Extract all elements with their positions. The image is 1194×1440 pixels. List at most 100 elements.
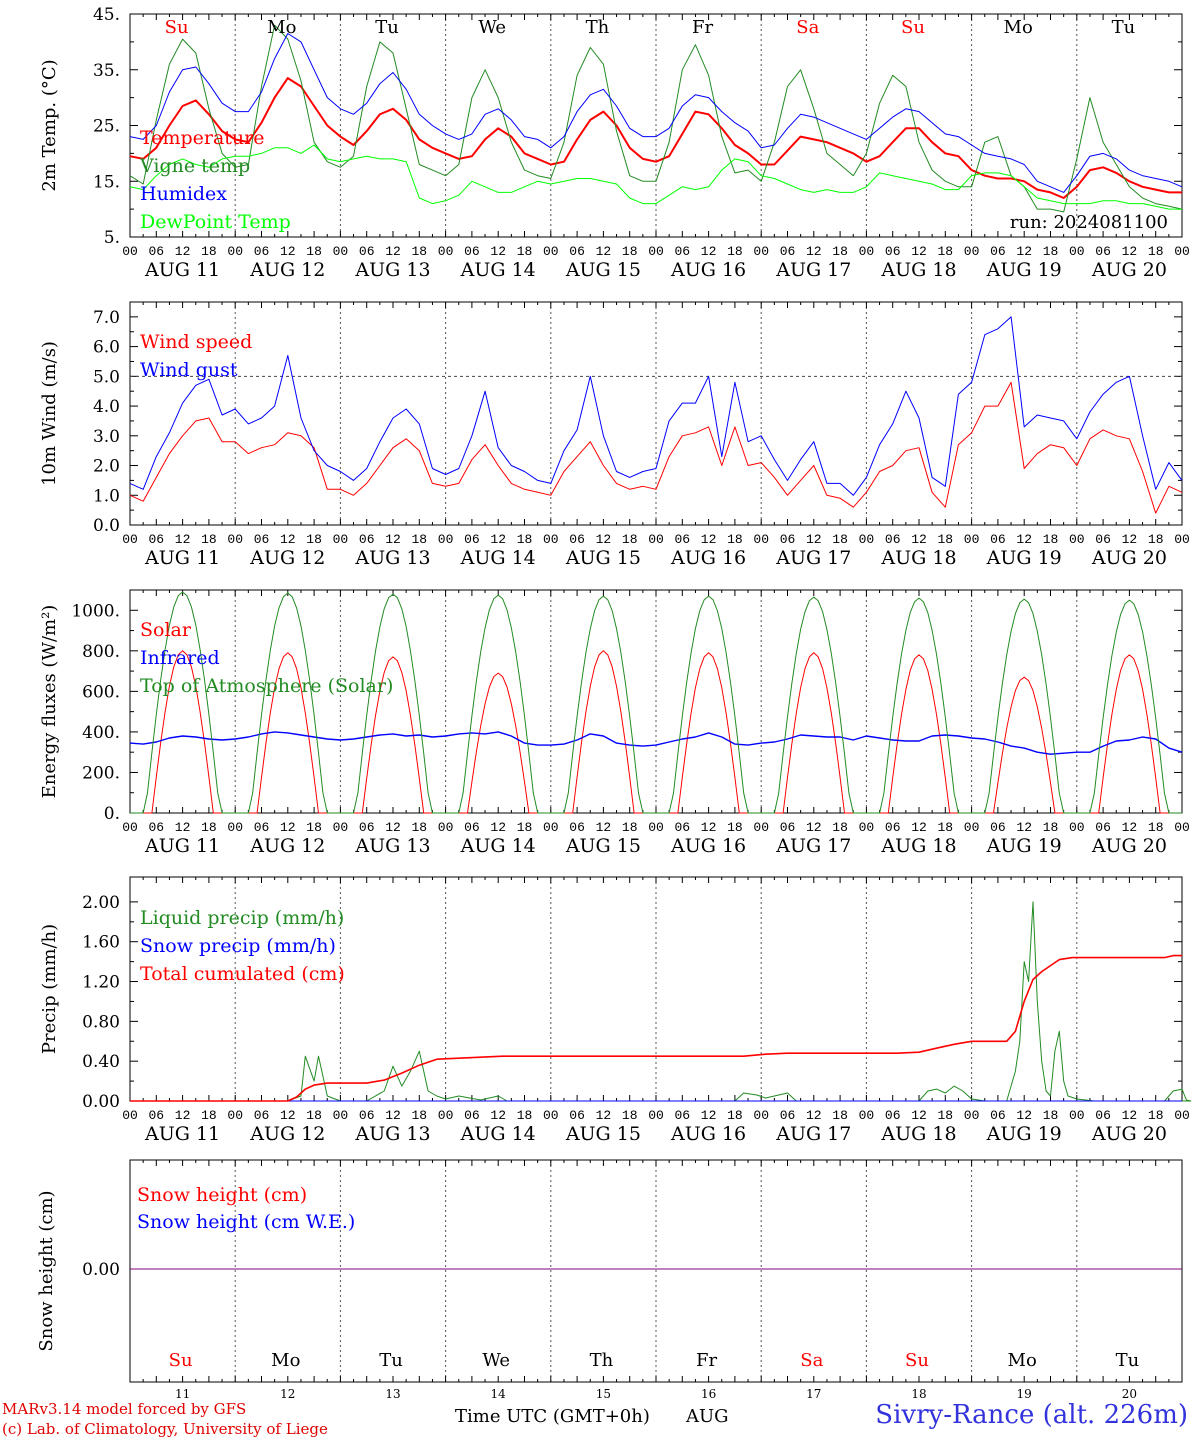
hour-tick-label: 18 (201, 244, 217, 259)
date-label: AUG 14 (460, 835, 536, 857)
hour-tick-label: 18 (622, 820, 638, 835)
hour-tick-label: 18 (201, 820, 217, 835)
date-label: AUG 11 (144, 259, 220, 281)
y-tick-label: 0.00 (82, 1260, 120, 1280)
hour-tick-label: 00 (648, 244, 664, 259)
y-tick-label: 3.0 (93, 427, 120, 447)
date-label: AUG 15 (565, 259, 641, 281)
date-label: AUG 18 (880, 1123, 956, 1145)
hour-tick-label: 06 (885, 244, 901, 259)
hour-tick-label: 06 (569, 820, 585, 835)
hour-tick-label: 18 (727, 1108, 743, 1123)
series-total-cumulated-cm- (130, 954, 1182, 1102)
hour-tick-label: 06 (359, 244, 375, 259)
hour-tick-label: 00 (227, 532, 243, 547)
y-axis-label: 10m Wind (m/s) (39, 341, 60, 486)
y-tick-label: 800. (82, 642, 120, 662)
hour-tick-label: 12 (911, 244, 927, 259)
hour-tick-label: 00 (543, 1108, 559, 1123)
date-label: AUG 11 (144, 547, 220, 569)
date-label: AUG 18 (880, 547, 956, 569)
legend-entry: Infrared (140, 647, 220, 669)
date-label: AUG 19 (986, 547, 1062, 569)
y-tick-label: 200. (82, 763, 120, 783)
hour-tick-label: 12 (806, 244, 822, 259)
hour-tick-label: 00 (438, 1108, 454, 1123)
hour-tick-label: 18 (622, 532, 638, 547)
hour-tick-label: 18 (411, 1108, 427, 1123)
hour-tick-label: 12 (596, 1108, 612, 1123)
y-tick-label: 1.60 (82, 933, 120, 953)
hour-tick-label: 06 (885, 820, 901, 835)
weekday-label: We (478, 17, 506, 38)
hour-tick-label: 00 (333, 244, 349, 259)
series-wind-gust (129, 316, 1183, 496)
hour-tick-label: 06 (990, 820, 1006, 835)
y-tick-label: 1.20 (82, 973, 120, 993)
hour-tick-label: 12 (1122, 532, 1138, 547)
date-label: AUG 20 (1091, 835, 1167, 857)
hour-tick-label: 18 (1043, 532, 1059, 547)
hour-tick-label: 06 (885, 1108, 901, 1123)
hour-tick-label: 18 (411, 532, 427, 547)
hour-tick-label: 18 (727, 244, 743, 259)
hour-tick-label: 06 (1095, 244, 1111, 259)
hour-tick-label: 06 (1095, 820, 1111, 835)
hour-tick-label: 00 (1069, 244, 1085, 259)
hour-tick-label: 06 (464, 532, 480, 547)
weekday-label: Su (901, 17, 925, 38)
hour-tick-label: 18 (622, 1108, 638, 1123)
hour-tick-label: 12 (596, 820, 612, 835)
y-tick-label: 6.0 (93, 338, 120, 358)
y-tick-label: 0.40 (82, 1052, 120, 1072)
y-axis-label: Precip (mm/h) (39, 924, 60, 1054)
date-label: AUG 14 (460, 547, 536, 569)
y-tick-label: 5.0 (93, 367, 120, 387)
date-label: AUG 15 (565, 1123, 641, 1145)
hour-tick-label: 12 (175, 1108, 191, 1123)
hour-tick-label: 00 (227, 820, 243, 835)
hour-tick-label: 00 (438, 244, 454, 259)
y-tick-label: 4.0 (93, 397, 120, 417)
date-label: AUG 12 (249, 1123, 325, 1145)
date-label: AUG 13 (354, 547, 430, 569)
y-axis-label: Energy fluxes (W/m²) (39, 605, 60, 799)
date-label: AUG 12 (249, 547, 325, 569)
hour-tick-label: 18 (832, 1108, 848, 1123)
hour-tick-label: 06 (885, 532, 901, 547)
weekday-label: Su (165, 17, 189, 38)
legend-entry: Total cumulated (cm) (140, 963, 345, 985)
hour-tick-label: 00 (1174, 1108, 1190, 1123)
y-tick-label: 35. (93, 61, 120, 81)
hour-tick-label: 00 (227, 244, 243, 259)
weekday-label: Sa (796, 17, 819, 38)
date-label: AUG 19 (986, 835, 1062, 857)
hour-tick-label: 00 (1174, 244, 1190, 259)
legend-entry: Top of Atmosphere (Solar) (140, 675, 393, 697)
date-label: AUG 17 (775, 259, 851, 281)
hour-tick-label: 12 (280, 532, 296, 547)
legend-entry: Vigne temp (139, 155, 250, 177)
hour-tick-label: 00 (333, 1108, 349, 1123)
date-label: AUG 20 (1091, 1123, 1167, 1145)
hour-tick-label: 12 (175, 820, 191, 835)
hour-tick-label: 12 (490, 1108, 506, 1123)
hour-tick-label: 12 (701, 820, 717, 835)
hour-tick-label: 06 (1095, 1108, 1111, 1123)
y-axis-label: 2m Temp. (°C) (39, 59, 60, 191)
hour-tick-label: 06 (674, 1108, 690, 1123)
hour-tick-label: 18 (1148, 1108, 1164, 1123)
hour-tick-label: 18 (832, 532, 848, 547)
date-label: AUG 12 (249, 259, 325, 281)
hour-tick-label: 00 (1069, 1108, 1085, 1123)
hour-tick-label: 18 (517, 820, 533, 835)
y-tick-label: 5. (104, 228, 120, 248)
date-label: AUG 15 (565, 835, 641, 857)
hour-tick-label: 18 (306, 532, 322, 547)
day-number-label: 18 (911, 1387, 926, 1401)
hour-tick-label: 18 (517, 244, 533, 259)
y-tick-label: 0.0 (93, 516, 120, 536)
hour-tick-label: 12 (911, 532, 927, 547)
